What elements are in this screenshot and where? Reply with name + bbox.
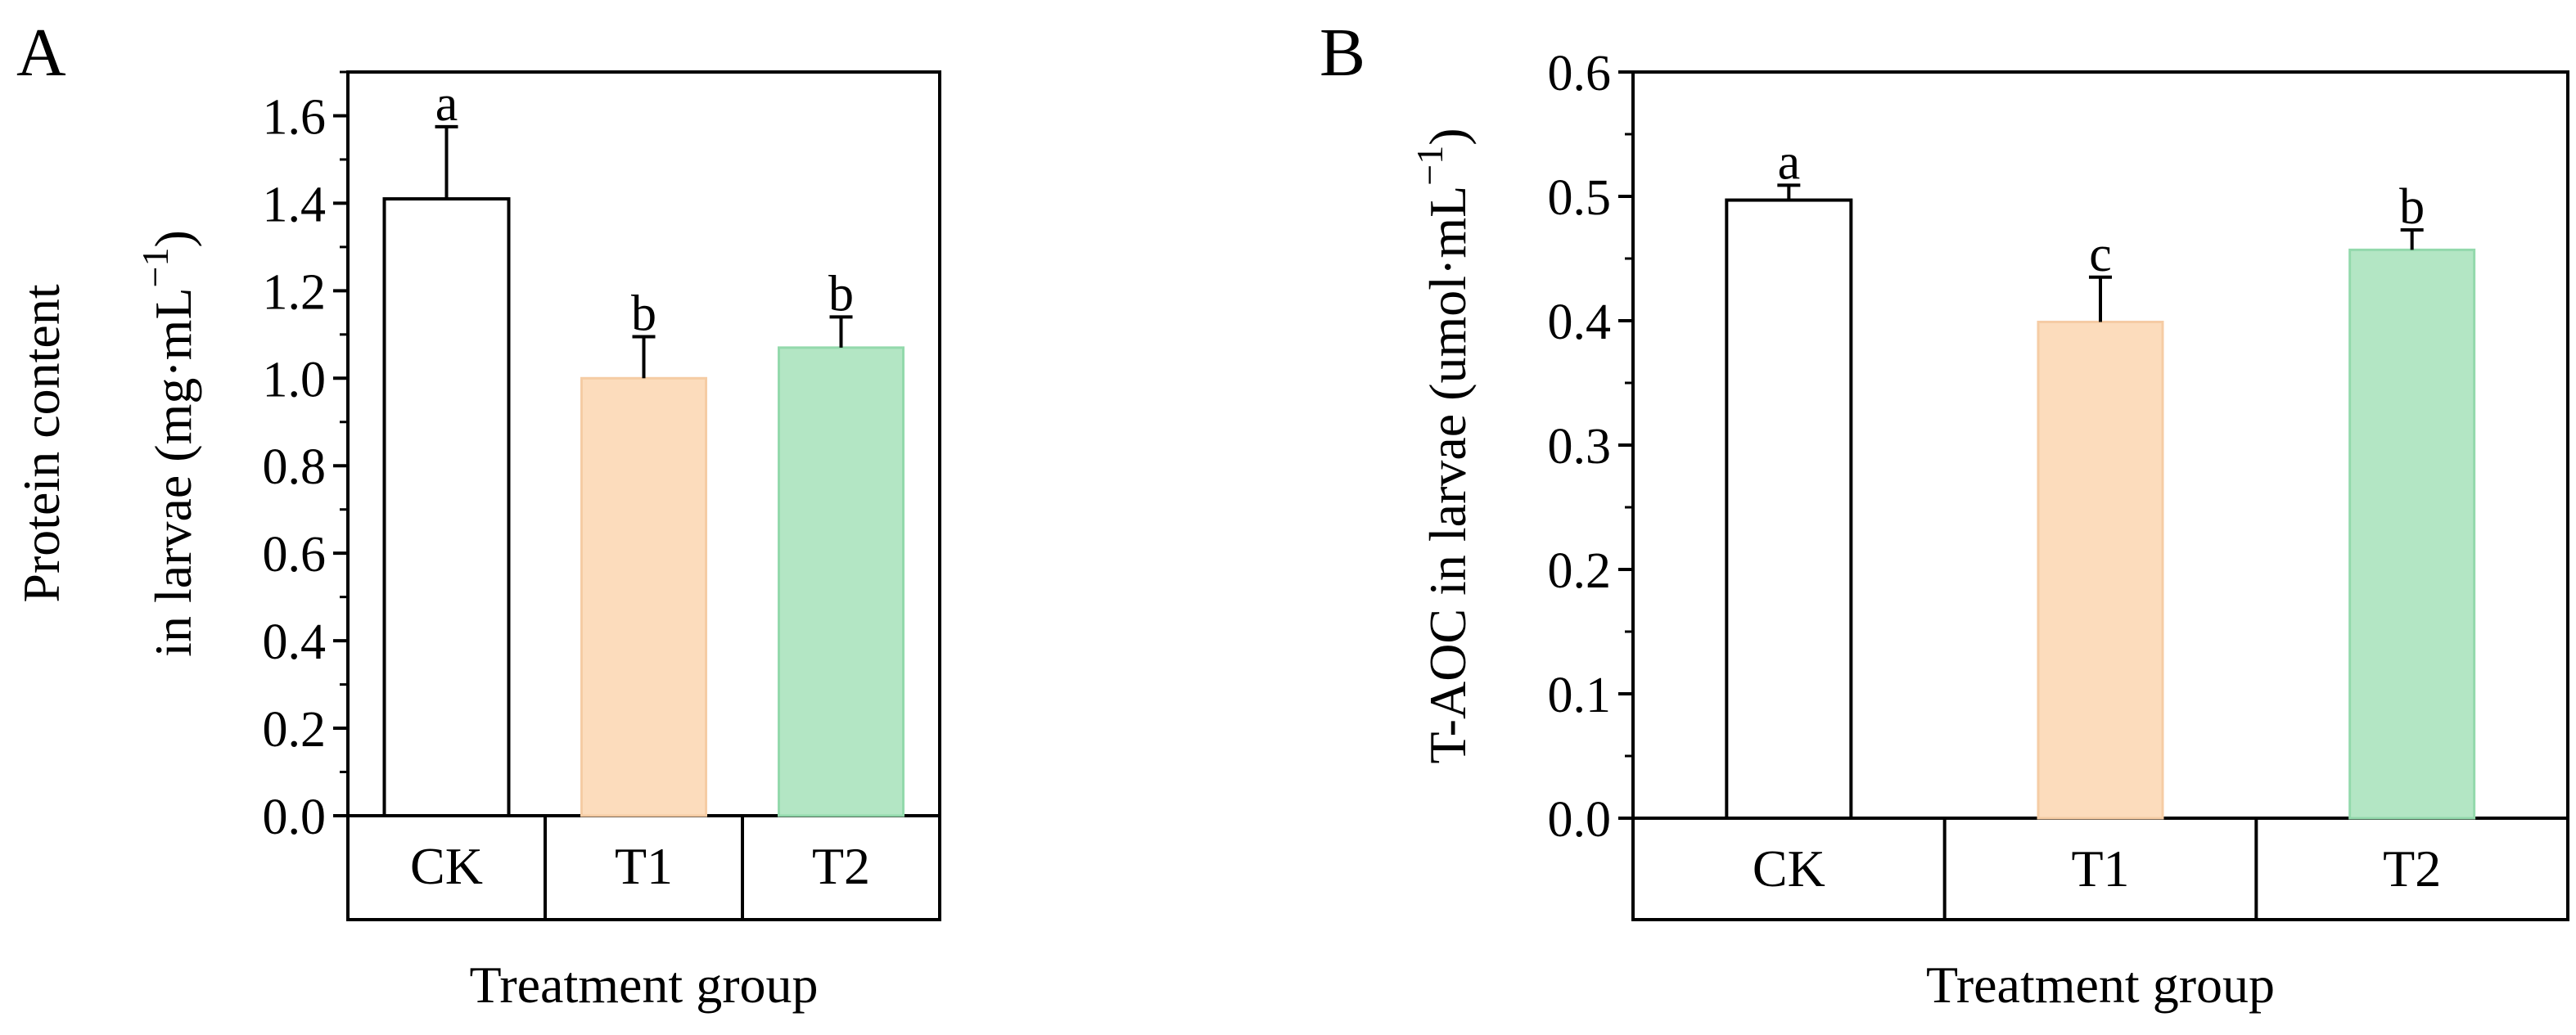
y-axis-title-main: in larvae (mg·mL: [144, 287, 202, 656]
x-axis-title: Treatment group: [1926, 956, 2275, 1014]
panel-a: A CK T1 T2 0.0 0.2 0.4 0.6 0.8 1.0 1.2 1.4 1.6 a b b Tre…: [12, 15, 941, 1014]
y-tick-label: 1.4: [263, 177, 327, 232]
y-axis-title-superscript: −1: [134, 247, 176, 287]
significance-label: c: [2089, 227, 2112, 282]
bar: [778, 346, 905, 817]
x-category-label: T2: [2383, 839, 2441, 898]
bar: [382, 197, 511, 818]
bar: [2348, 248, 2476, 820]
y-axis-title-close: ): [144, 230, 202, 247]
significance-label: b: [2399, 179, 2425, 235]
bar: [2037, 321, 2164, 820]
x-axis-title: Treatment group: [469, 956, 818, 1014]
y-tick-label: 1.0: [263, 352, 327, 407]
y-tick-label: 1.2: [263, 264, 327, 320]
y-axis-title-close: ): [1419, 128, 1477, 145]
y-tick-label: 0.3: [1548, 419, 1612, 475]
y-tick-label: 0.1: [1548, 668, 1612, 723]
plot-frame: [1631, 70, 2569, 921]
x-category-label: T1: [615, 837, 673, 895]
y-tick-label: 0.0: [1548, 792, 1612, 848]
y-tick-label: 0.4: [1548, 295, 1612, 350]
bar: [1725, 198, 1853, 820]
x-category-label: CK: [410, 837, 483, 895]
x-category-label: T1: [2071, 839, 2129, 898]
y-tick-label: 1.6: [263, 89, 327, 145]
y-axis-title-line1: Protein content: [12, 284, 70, 602]
y-tick-label: 0.5: [1548, 170, 1612, 226]
significance-label: b: [631, 286, 656, 341]
panel-b: B CK T1 T2 0.0 0.1 0.2 0.3 0.4 0.5 0.6 a c b Treatment…: [1320, 15, 2569, 1014]
y-axis-title-superscript: −1: [1409, 146, 1450, 186]
y-tick-label: 0.6: [1548, 46, 1612, 101]
bar: [580, 376, 707, 817]
x-category-label: CK: [1753, 839, 1825, 898]
significance-label: a: [1778, 134, 1801, 190]
y-tick-label: 0.2: [1548, 543, 1612, 599]
y-tick-label: 0.0: [263, 790, 327, 845]
significance-label: a: [435, 76, 458, 132]
y-tick-label: 0.8: [263, 439, 327, 495]
panel-letter: A: [16, 15, 66, 91]
significance-label: b: [828, 266, 854, 322]
x-category-label: T2: [812, 837, 870, 895]
y-axis-title-main: T-AOC in larvae (umol·mL: [1419, 186, 1477, 764]
plot-frame: [346, 70, 941, 921]
y-axis-title-line2: in larvae (mg·mL−1): [134, 230, 202, 657]
y-tick-label: 0.4: [263, 614, 327, 670]
panel-letter: B: [1320, 15, 1365, 91]
y-tick-label: 0.6: [263, 527, 327, 583]
y-axis-title-line2: T-AOC in larvae (umol·mL−1): [1409, 128, 1477, 763]
y-tick-label: 0.2: [263, 702, 327, 758]
